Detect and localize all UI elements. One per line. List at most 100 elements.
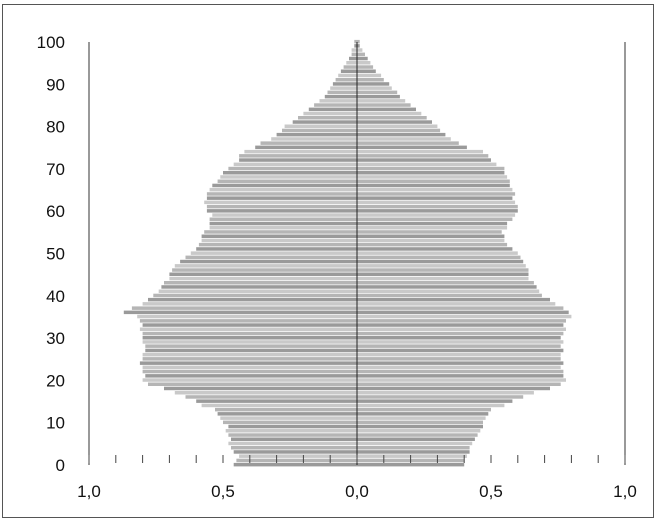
bar-left-age-76	[260, 141, 357, 145]
x-tick-label: 0,5	[479, 482, 503, 501]
bar-left-age-19	[148, 382, 357, 386]
bar-left-age-79	[282, 128, 357, 133]
bar-left-age-91	[335, 78, 357, 82]
bar-right-age-39	[357, 297, 550, 302]
bar-right-age-98	[357, 48, 363, 52]
bar-right-age-64	[357, 192, 516, 196]
bar-right-age-11	[357, 416, 486, 420]
bar-left-age-30	[142, 336, 357, 340]
bar-left-age-62	[204, 200, 357, 205]
bar-right-age-4	[357, 446, 470, 450]
bar-right-age-65	[357, 187, 513, 192]
bar-left-age-63	[206, 196, 357, 200]
bar-right-age-13	[357, 407, 491, 412]
bar-right-age-49	[357, 255, 521, 260]
bar-left-age-81	[292, 120, 357, 124]
bar-left-age-23	[142, 365, 357, 370]
bar-left-age-46	[172, 268, 357, 272]
y-tick-label: 100	[37, 33, 65, 52]
bar-right-age-80	[357, 124, 438, 128]
bar-left-age-98	[351, 48, 357, 52]
bar-right-age-54	[357, 234, 505, 238]
bar-left-age-52	[198, 242, 357, 247]
bar-left-age-16	[185, 395, 357, 399]
bar-right-age-85	[357, 103, 411, 107]
bar-left-age-21	[145, 374, 357, 378]
y-tick-label: 30	[46, 329, 65, 348]
bar-right-age-57	[357, 221, 508, 226]
bar-right-age-45	[357, 272, 529, 276]
bar-left-age-68	[220, 175, 357, 179]
bar-right-age-90	[357, 82, 390, 86]
bar-left-age-26	[142, 352, 357, 357]
bar-right-age-5	[357, 441, 473, 446]
bar-left-age-86	[319, 99, 357, 103]
bar-left-age-64	[206, 192, 357, 196]
y-tick-label: 80	[46, 118, 65, 137]
bar-right-age-94	[357, 65, 374, 69]
bar-right-age-34	[357, 319, 566, 323]
bar-left-age-8	[225, 429, 357, 433]
bar-left-age-65	[209, 187, 357, 192]
bar-left-age-24	[139, 361, 357, 365]
bar-right-age-28	[357, 344, 561, 348]
bar-right-age-8	[357, 429, 481, 433]
bar-left-age-36	[123, 310, 357, 315]
bar-left-age-80	[284, 124, 357, 128]
bar-right-age-37	[357, 306, 564, 310]
bar-right-age-14	[357, 403, 505, 408]
bar-left-age-78	[276, 132, 357, 137]
bar-right-age-9	[357, 424, 483, 429]
bar-right-age-69	[357, 171, 505, 175]
bar-right-age-70	[357, 166, 505, 171]
x-minor-ticks	[88, 455, 626, 463]
bar-right-age-40	[357, 293, 542, 298]
bar-right-age-24	[357, 361, 564, 365]
y-tick-label: 90	[46, 75, 65, 94]
bar-left-age-51	[196, 247, 357, 251]
bar-left-age-9	[228, 424, 357, 429]
bar-right-age-41	[357, 289, 540, 293]
bar-left-age-93	[340, 69, 357, 73]
bar-left-age-44	[169, 276, 357, 281]
bar-right-age-46	[357, 268, 529, 272]
bar-left-age-89	[330, 86, 357, 90]
bar-left-age-41	[158, 289, 357, 293]
bar-right-age-68	[357, 175, 508, 179]
bar-left-age-90	[332, 82, 357, 86]
bar-right-age-19	[357, 382, 561, 386]
bar-right-age-87	[357, 94, 400, 99]
bar-right-age-96	[357, 56, 368, 61]
bar-right-age-25	[357, 357, 561, 361]
y-tick-label: 50	[46, 245, 65, 264]
bar-right-age-36	[357, 310, 569, 315]
bar-right-age-92	[357, 73, 382, 78]
bar-right-age-31	[357, 331, 564, 336]
bars-right	[357, 39, 572, 467]
bar-left-age-82	[298, 116, 357, 120]
bar-right-age-48	[357, 259, 524, 264]
bar-left-age-2	[239, 454, 357, 458]
bar-left-age-13	[215, 407, 357, 412]
bar-left-age-57	[209, 221, 357, 226]
bar-left-age-22	[142, 369, 357, 374]
bar-left-age-75	[255, 145, 357, 150]
bar-right-age-18	[357, 386, 550, 391]
x-tick-label: 1,0	[77, 482, 101, 501]
bar-right-age-61	[357, 204, 518, 209]
bar-right-age-20	[357, 378, 566, 382]
bar-right-age-95	[357, 61, 371, 65]
bar-left-age-39	[148, 297, 357, 302]
bar-left-age-7	[228, 433, 357, 437]
bars-left	[123, 39, 357, 467]
bar-right-age-93	[357, 69, 376, 73]
bar-right-age-16	[357, 395, 524, 399]
bar-left-age-84	[308, 107, 357, 112]
bar-right-age-86	[357, 99, 406, 103]
bar-left-age-56	[209, 226, 357, 230]
bar-right-age-47	[357, 264, 526, 268]
bar-right-age-56	[357, 226, 508, 230]
x-tick-labels: 1,0 0,5 0,0 0,5 1,0	[77, 482, 637, 501]
bar-right-age-99	[357, 44, 360, 48]
bar-left-age-72	[239, 158, 357, 162]
